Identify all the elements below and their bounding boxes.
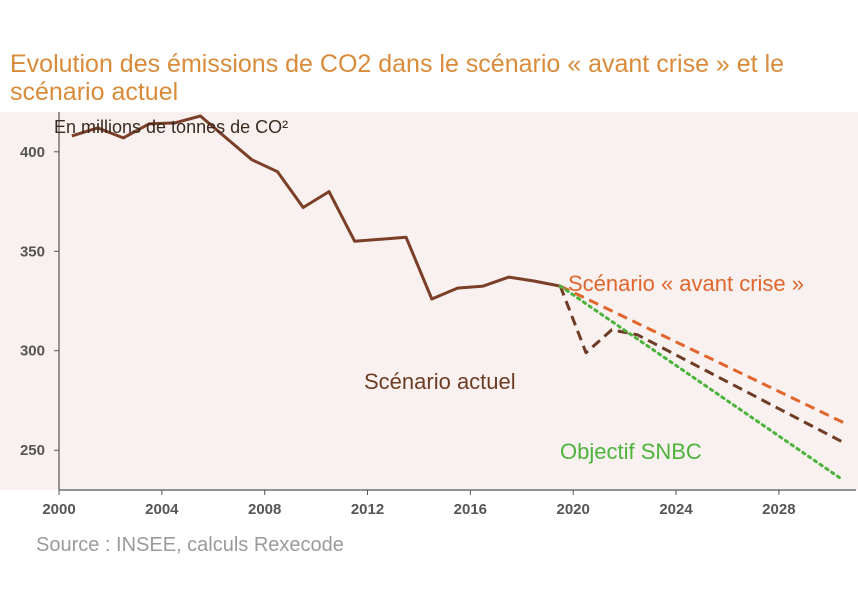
plot-background [0,112,858,490]
x-tick-label: 2028 [762,501,795,518]
x-tick-label: 2000 [42,501,75,518]
chart-title: Evolution des émissions de CO2 dans le s… [10,50,785,106]
x-tick-label: 2004 [145,501,179,518]
annotation-avant-crise: Scénario « avant crise » [568,271,804,296]
y-tick-label: 250 [20,442,45,459]
series-line-historical [71,114,561,301]
annotation-scenario-actuel: Scénario actuel [364,369,516,394]
y-tick-label: 350 [20,243,45,260]
series-line-snbc [558,284,845,482]
y-tick-label: 300 [20,343,45,360]
x-tick-label: 2016 [454,501,487,518]
y-unit-label: En millions de tonnes de CO² [54,117,288,137]
series-line-avant_crise [559,284,844,424]
series-layer [71,114,845,482]
x-tick-label: 2024 [659,501,693,518]
annotation-objectif-snbc: Objectif SNBC [560,439,702,464]
source-note: Source : INSEE, calculs Rexecode [36,534,344,556]
x-tick-label: 2012 [351,501,384,518]
x-tick-label: 2008 [248,501,281,518]
series-line-actuel [558,285,844,444]
x-tick-label: 2020 [557,501,590,518]
y-tick-label: 400 [20,144,45,161]
axes: 2000 2004 2008 2012 2016 2020 2024 2028 250 300 35… [20,112,856,518]
